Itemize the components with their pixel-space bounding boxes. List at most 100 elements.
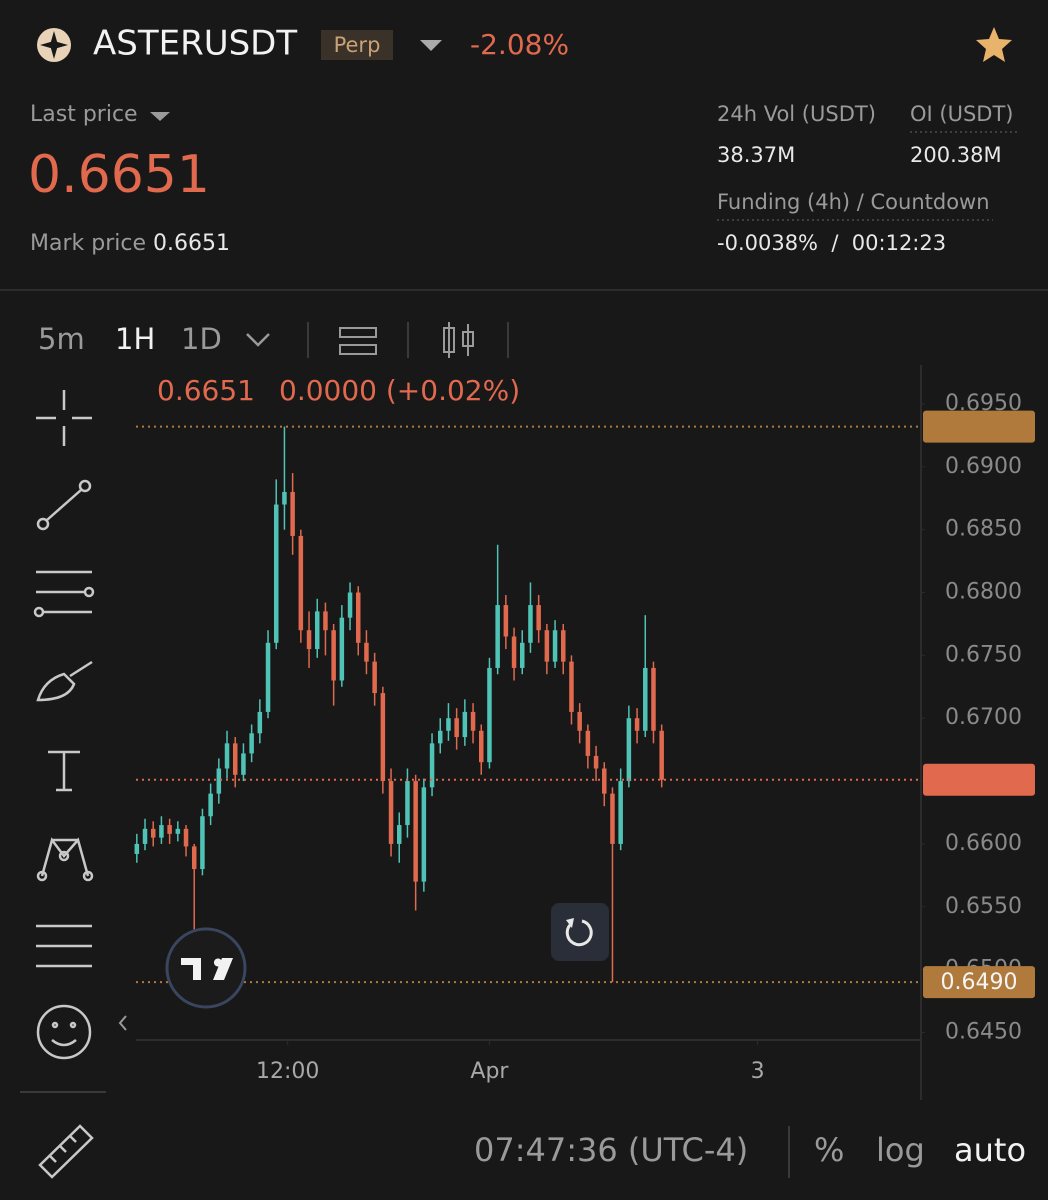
- candle-body: [142, 828, 148, 844]
- candle-body: [528, 605, 533, 643]
- candle-body: [421, 787, 427, 882]
- candle-body: [282, 491, 287, 505]
- log-toggle[interactable]: log: [876, 1131, 925, 1169]
- candle-body: [265, 642, 271, 712]
- candle-body: [347, 592, 353, 618]
- indicators-icon[interactable]: [339, 327, 377, 355]
- y-tick-label: 0.6700: [945, 705, 1022, 730]
- candle-body: [626, 718, 632, 782]
- candle-body: [446, 718, 451, 731]
- interval[interactable]: 5m: [38, 322, 85, 356]
- percent-toggle[interactable]: %: [814, 1131, 844, 1169]
- candle-body: [511, 636, 517, 668]
- candle-body: [249, 733, 254, 754]
- interval[interactable]: 1D: [181, 322, 222, 356]
- candle-body: [241, 753, 246, 775]
- legend-price: 0.6651: [157, 374, 255, 407]
- candle-body: [323, 611, 328, 631]
- candle-body: [585, 730, 591, 756]
- candle-body: [479, 730, 484, 763]
- vol-label: 24h Vol (USDT): [717, 102, 876, 126]
- symbol[interactable]: ASTERUSDT: [93, 24, 297, 64]
- price-tag: [923, 763, 1035, 796]
- candle-body: [503, 605, 509, 637]
- x-tick-label: 12:00: [256, 1059, 319, 1084]
- candle-body: [454, 718, 459, 738]
- y-tick-label: 0.6550: [945, 894, 1022, 919]
- candle-body: [257, 711, 263, 734]
- candle-body: [470, 711, 476, 731]
- candle-body: [643, 667, 648, 731]
- candle-body: [216, 768, 222, 794]
- candle-body: [273, 504, 279, 643]
- candle-body: [544, 630, 550, 662]
- favorite-star[interactable]: [976, 27, 1012, 62]
- candle-body: [364, 642, 369, 662]
- oi-label[interactable]: OI (USDT): [910, 102, 1013, 126]
- y-tick-label: 0.6850: [945, 517, 1022, 542]
- mark-price-label: Mark price: [30, 231, 146, 256]
- candle-body: [569, 661, 574, 712]
- candle-body: [150, 828, 156, 838]
- collapse-toggle[interactable]: [118, 1015, 127, 1031]
- x-tick-label: Apr: [470, 1059, 509, 1084]
- change: -2.08%: [470, 28, 569, 61]
- candle-body: [167, 825, 172, 834]
- candle-body: [610, 793, 615, 844]
- candle-body: [462, 711, 468, 738]
- candle-body: [487, 667, 492, 763]
- y-tick-label: 0.6450: [945, 1019, 1022, 1044]
- y-tick-label: 0.6900: [945, 454, 1022, 479]
- candle-body: [651, 667, 656, 731]
- y-tick-label: 0.6750: [945, 642, 1022, 667]
- candle-body: [602, 768, 607, 794]
- candle-body: [405, 781, 410, 826]
- candle-body: [520, 642, 525, 668]
- funding: -0.0038% / 00:12:23: [717, 231, 946, 255]
- candle-body: [314, 611, 320, 650]
- coin-icon: [37, 28, 71, 62]
- candle-body: [372, 661, 377, 694]
- reset-button[interactable]: [551, 903, 609, 961]
- candle-body: [208, 793, 213, 817]
- candle-body: [552, 630, 558, 662]
- price-tag: [923, 410, 1035, 443]
- candle-body: [618, 781, 623, 844]
- candle-body: [659, 730, 664, 780]
- tradingview-logo[interactable]: [165, 927, 247, 1009]
- candle-body: [200, 816, 205, 870]
- candle-body: [634, 718, 640, 731]
- candle-body: [232, 743, 238, 775]
- plot: 0.69500.69000.68500.68000.67500.67000.66…: [134, 391, 1035, 1084]
- interval-active[interactable]: 1H: [115, 322, 155, 356]
- candle-body: [413, 781, 418, 882]
- y-tick-label: 0.6600: [945, 831, 1022, 856]
- dropdown-icon[interactable]: [150, 112, 170, 121]
- candle-body: [159, 825, 164, 838]
- vol: 38.37M: [717, 143, 795, 167]
- more-intervals[interactable]: [246, 333, 270, 347]
- drawing-tools[interactable]: [33, 390, 95, 1179]
- auto-toggle[interactable]: auto: [954, 1131, 1026, 1169]
- candle-body: [396, 825, 402, 844]
- candle-body: [183, 828, 189, 847]
- candle-body: [134, 843, 140, 854]
- y-tick-label: 0.6800: [945, 580, 1022, 605]
- chart-type-icon[interactable]: [443, 322, 474, 358]
- candle-body: [495, 605, 500, 668]
- candle-body: [437, 730, 443, 744]
- clock: 07:47:36 (UTC-4): [474, 1131, 748, 1169]
- candle-body: [577, 711, 582, 731]
- candle-body: [191, 846, 197, 870]
- candle-body: [536, 605, 541, 631]
- badge-bg: [321, 30, 393, 60]
- last-price-label[interactable]: Last price: [30, 102, 138, 127]
- candle-body: [355, 592, 361, 643]
- funding-label[interactable]: Funding (4h) / Countdown: [717, 190, 990, 214]
- candle-body: [306, 630, 312, 650]
- dropdown-icon[interactable]: [420, 40, 442, 51]
- price-tag-label: 0.6490: [941, 970, 1018, 995]
- candle-body: [290, 491, 295, 536]
